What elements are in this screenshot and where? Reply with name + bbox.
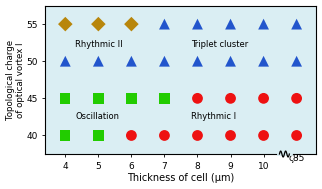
Point [294,97,299,100]
Point [261,134,266,137]
Y-axis label: Topological charge
of optical vortex l: Topological charge of optical vortex l [5,40,25,120]
Point [228,23,233,26]
Point [228,60,233,63]
Point [261,60,266,63]
Point [162,97,167,100]
Point [96,97,101,100]
Point [228,134,233,137]
Point [195,60,200,63]
Point [294,134,299,137]
Point [96,23,101,26]
Point [294,23,299,26]
Text: Rhythmic I: Rhythmic I [191,112,236,121]
X-axis label: Thickness of cell (μm): Thickness of cell (μm) [127,174,235,184]
Text: ζ85: ζ85 [289,154,305,163]
Point [261,97,266,100]
Point [129,23,134,26]
Text: Rhythmic II: Rhythmic II [75,40,123,50]
Point [195,134,200,137]
Text: Oscillation: Oscillation [75,112,119,121]
Point [96,134,101,137]
Point [63,60,68,63]
Point [63,23,68,26]
Point [195,97,200,100]
Text: Triplet cluster: Triplet cluster [191,40,248,50]
Point [96,60,101,63]
Point [261,23,266,26]
Point [162,134,167,137]
Point [228,97,233,100]
Point [294,60,299,63]
Point [162,23,167,26]
Point [162,60,167,63]
Point [195,23,200,26]
Point [129,134,134,137]
Point [63,97,68,100]
Point [63,134,68,137]
Point [129,60,134,63]
Point [129,97,134,100]
